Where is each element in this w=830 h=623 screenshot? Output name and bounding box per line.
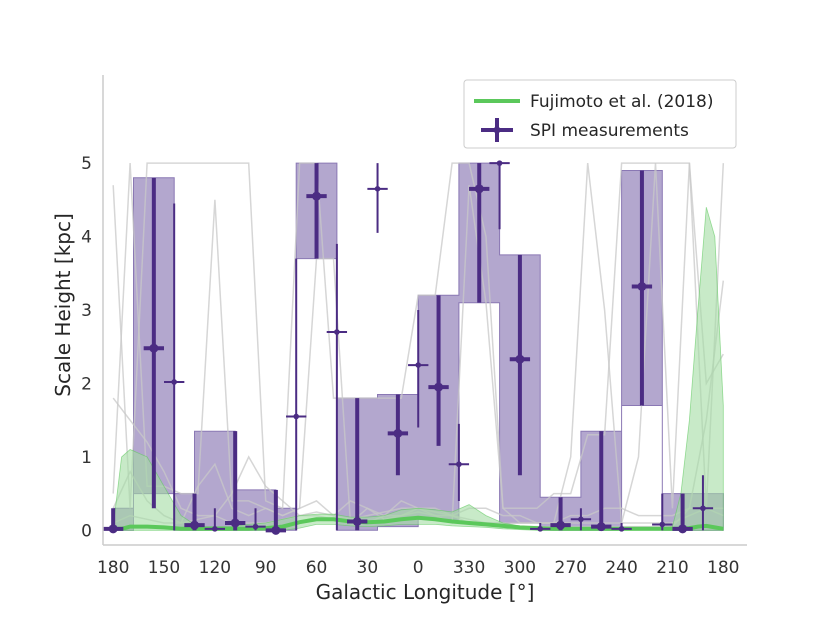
x-tick-label-60: 60: [306, 558, 328, 578]
spi-marker-21: [556, 520, 566, 530]
spi-marker-28: [700, 505, 706, 512]
spi-marker-25: [637, 282, 647, 291]
spi-point-3: [184, 493, 205, 531]
y-tick-label-0: 0: [81, 521, 92, 541]
spi-marker-13: [393, 428, 403, 438]
spi-point-0: [103, 508, 124, 534]
spi-marker-12: [374, 186, 381, 192]
x-tick-label-300: 300: [504, 558, 536, 578]
spi-marker-16: [456, 461, 462, 468]
spi-point-15: [428, 295, 449, 446]
spi-marker-15: [434, 382, 444, 392]
spi-point-5: [225, 431, 246, 531]
spi-point-24: [611, 522, 632, 532]
x-axis-label: Galactic Longitude [°]: [316, 580, 535, 604]
spi-point-16: [448, 423, 470, 501]
x-tick-label-30: 30: [357, 558, 379, 578]
spi-marker-18: [496, 160, 503, 166]
spi-marker-5: [230, 518, 240, 528]
x-tick-label-0: 0: [413, 558, 424, 578]
spi-marker-9: [312, 191, 322, 201]
x-tick-label-150: 150: [148, 558, 180, 578]
spi-marker-0: [108, 524, 118, 534]
spi-marker-4: [212, 526, 218, 532]
spi-marker-23: [596, 522, 606, 532]
spi-marker-10: [334, 329, 340, 335]
spi-point-13: [387, 394, 409, 476]
spi-marker-1: [149, 343, 159, 353]
spi-marker-27: [678, 524, 688, 534]
x-tick-label-120: 120: [199, 558, 231, 578]
spi-point-8: [286, 258, 307, 531]
spi-point-6: [245, 508, 266, 531]
y-tick-label-1: 1: [81, 448, 92, 468]
spi-marker-20: [537, 526, 544, 532]
y-tick-label-4: 4: [81, 228, 92, 248]
fujimoto-band: [112, 207, 724, 531]
spi-marker-6: [252, 523, 259, 530]
spi-point-25: [631, 170, 653, 406]
spi-point-9: [306, 163, 327, 259]
spi-point-19: [509, 254, 531, 476]
x-tick-label-240: 240: [605, 558, 637, 578]
spi-marker-24: [618, 526, 625, 532]
x-tick-label-210: 210: [656, 558, 688, 578]
y-axis-label: Scale Height [kpc]: [51, 213, 75, 397]
spi-point-10: [326, 243, 348, 531]
legend-fujimoto-label: Fujimoto et al. (2018): [530, 92, 714, 112]
spi-marker-2: [171, 379, 177, 385]
spi-point-18: [489, 160, 510, 230]
spi-point-28: [692, 475, 714, 531]
x-tick-label-180: 180: [707, 558, 739, 578]
spi-point-21: [550, 497, 571, 531]
y-tick-label-5: 5: [81, 154, 92, 174]
x-tick-label-90: 90: [255, 558, 277, 578]
spi-point-26: [652, 493, 673, 531]
spi-marker-8: [293, 413, 300, 420]
spi-point-2: [164, 203, 185, 531]
legend: Fujimoto et al. (2018) SPI measurements: [463, 79, 737, 149]
spi-point-1: [143, 177, 165, 509]
spi-point-11: [347, 398, 368, 531]
legend-frame: [463, 79, 737, 149]
spi-marker-7: [271, 525, 281, 535]
legend-spi-label: SPI measurements: [530, 121, 689, 141]
spi-point-17: [469, 163, 490, 303]
x-tick-label-180: 180: [97, 558, 129, 578]
x-tick-label-270: 270: [555, 558, 587, 578]
spi-marker-17: [474, 184, 484, 194]
legend-spi-swatch: [481, 118, 513, 142]
spi-point-7: [265, 489, 287, 535]
spi-marker-26: [659, 521, 666, 528]
spi-point-20: [530, 522, 551, 532]
y-tick-label-3: 3: [81, 301, 92, 321]
spi-point-4: [204, 508, 226, 532]
spi-point-22: [570, 508, 592, 531]
gray-sample-line-0: [112, 162, 725, 510]
spi-point-12: [367, 163, 388, 233]
spi-marker-19: [515, 354, 525, 364]
spi-point-23: [591, 431, 612, 532]
spi-point-14: [408, 310, 429, 428]
spi-marker-22: [578, 516, 584, 523]
axes-group: [102, 75, 747, 546]
spi-measurements-group: [103, 160, 714, 535]
spi-marker-14: [415, 362, 422, 368]
spi-marker-11: [352, 517, 362, 526]
x-tick-label-330: 330: [453, 558, 485, 578]
spi-marker-3: [190, 520, 200, 530]
y-tick-label-2: 2: [81, 374, 92, 394]
spi-point-27: [672, 493, 693, 534]
